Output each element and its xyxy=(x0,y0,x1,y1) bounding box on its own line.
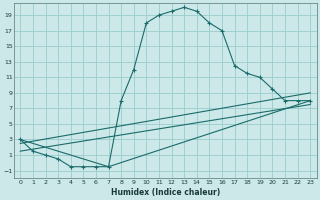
X-axis label: Humidex (Indice chaleur): Humidex (Indice chaleur) xyxy=(111,188,220,197)
